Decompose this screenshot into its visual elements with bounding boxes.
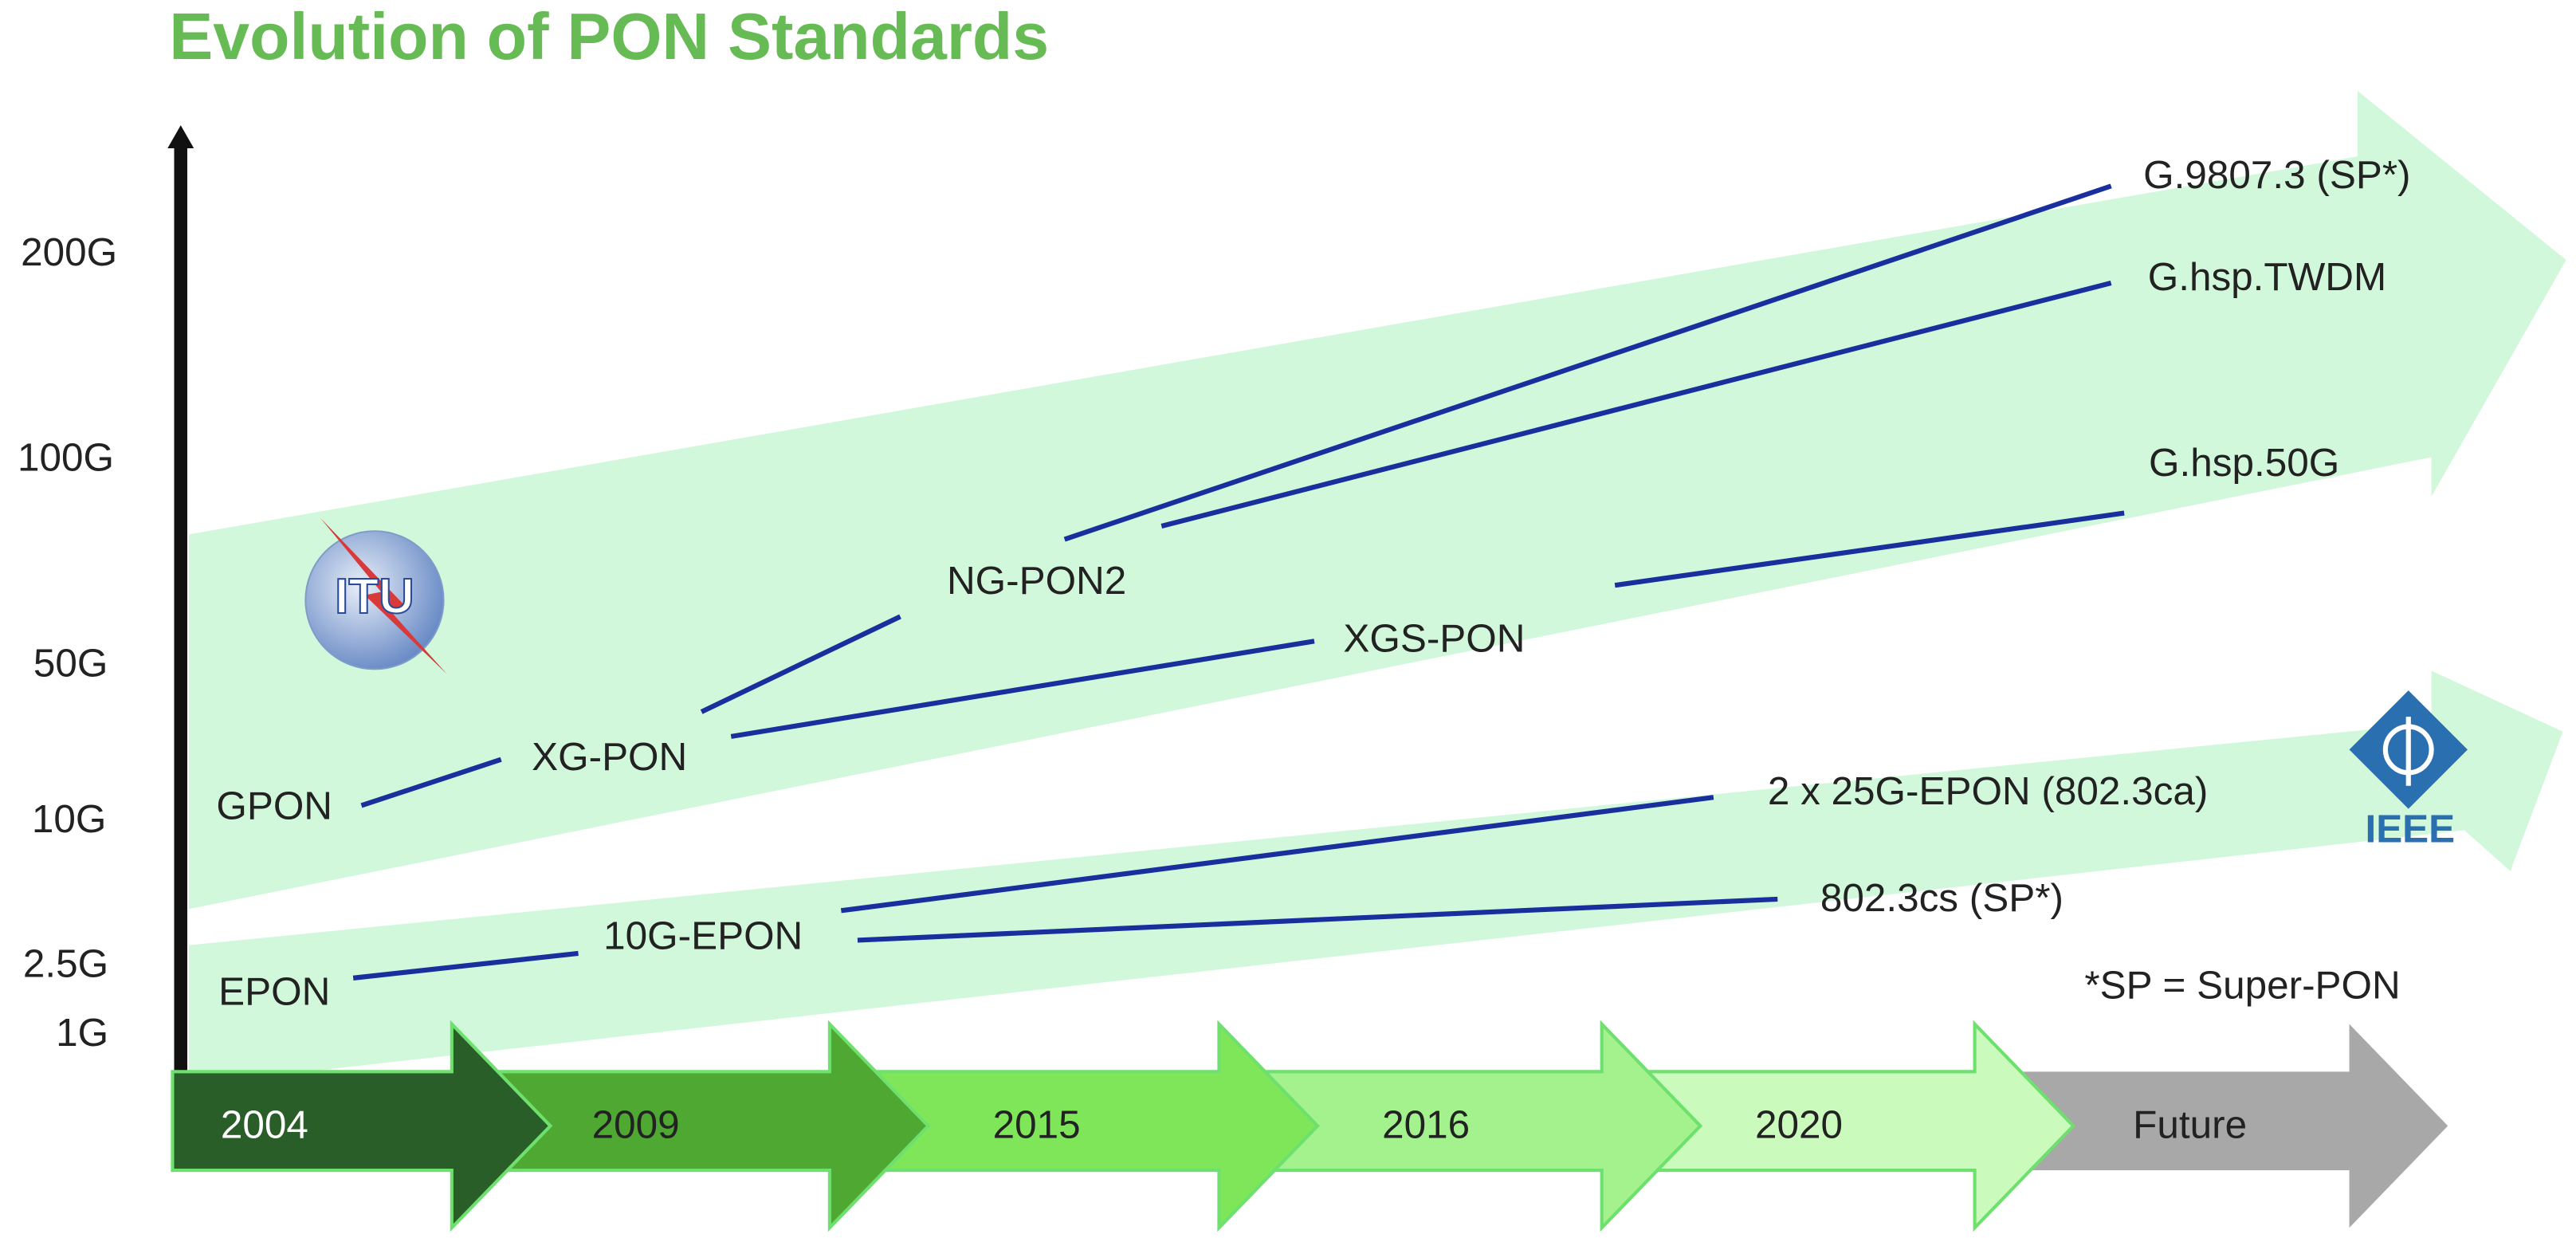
standard-label: 10G-EPON bbox=[603, 914, 803, 957]
year-label: 2009 bbox=[592, 1103, 680, 1147]
connectors bbox=[352, 183, 2125, 981]
itu-text: ITU bbox=[335, 569, 414, 624]
connector bbox=[840, 795, 1714, 914]
speed-label: 50G bbox=[33, 641, 108, 685]
year-label: 2016 bbox=[1382, 1103, 1470, 1147]
footnote: *SP = Super-PON bbox=[2084, 963, 2400, 1007]
title: Evolution of PON Standards bbox=[169, 0, 1049, 73]
connector bbox=[730, 639, 1315, 739]
standard-label: EPON bbox=[218, 970, 330, 1014]
connector bbox=[352, 950, 579, 981]
timeline-arrow bbox=[1600, 1020, 2076, 1232]
standard-label: G.9807.3 (SP*) bbox=[2143, 153, 2410, 197]
standard-label: 802.3cs (SP*) bbox=[1820, 876, 2064, 920]
standard-label: 2 x 25G-EPON (802.3ca) bbox=[1768, 769, 2208, 813]
ieee-text: IEEE bbox=[2365, 807, 2455, 851]
timeline-arrow bbox=[1979, 1024, 2448, 1228]
standard-label: NG-PON2 bbox=[947, 559, 1126, 603]
connector bbox=[1063, 183, 2112, 542]
speed-label: 1G bbox=[56, 1011, 108, 1055]
ieee-band bbox=[189, 670, 2563, 1085]
standard-label: G.hsp.50G bbox=[2149, 441, 2339, 485]
connector bbox=[700, 614, 901, 714]
standard-label: XG-PON bbox=[532, 735, 687, 779]
connector bbox=[1614, 510, 2125, 588]
speed-label: 100G bbox=[18, 436, 114, 480]
year-label: 2015 bbox=[993, 1103, 1081, 1147]
timeline-arrow bbox=[171, 1020, 553, 1232]
timeline-arrow bbox=[1217, 1020, 1703, 1232]
standard-label: G.hsp.TWDM bbox=[2148, 255, 2386, 299]
itu-band bbox=[189, 90, 2566, 910]
itu-logo: ITU bbox=[304, 517, 447, 674]
connector bbox=[1160, 280, 2112, 529]
speed-label: 200G bbox=[21, 230, 117, 274]
year-label: Future bbox=[2133, 1103, 2247, 1147]
speed-label: 2.5G bbox=[23, 942, 108, 986]
speed-label: 10G bbox=[32, 797, 106, 841]
y-axis-head bbox=[167, 125, 194, 148]
timeline-arrow bbox=[827, 1020, 1320, 1232]
connector bbox=[360, 757, 502, 808]
year-label: 2020 bbox=[1755, 1103, 1843, 1147]
standard-label: GPON bbox=[216, 784, 332, 828]
connector bbox=[857, 896, 1778, 943]
year-label: 2004 bbox=[221, 1103, 308, 1147]
timeline-arrow bbox=[453, 1020, 931, 1232]
ieee-logo: IEEE bbox=[2349, 690, 2468, 851]
standard-label: XGS-PON bbox=[1343, 616, 1525, 660]
